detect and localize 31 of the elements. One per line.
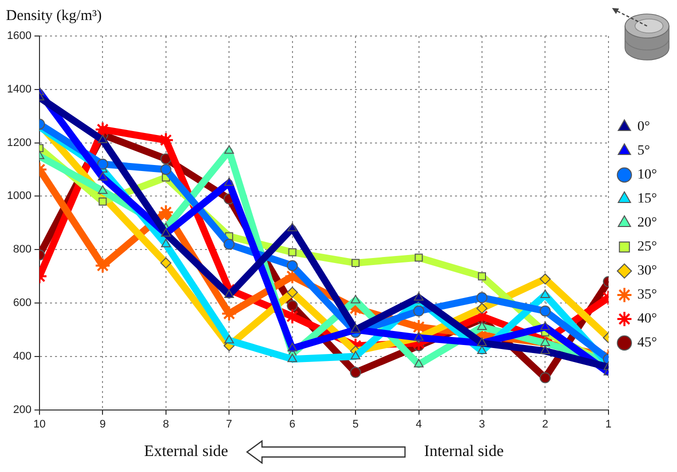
y-tick-label: 400 (13, 350, 32, 362)
x-tick-label: 4 (416, 418, 422, 430)
legend-label: 25° (637, 240, 658, 255)
y-tick-label: 1200 (6, 136, 32, 149)
legend-label: 30° (637, 264, 658, 279)
legend-label: 35° (637, 288, 658, 303)
x-tick-label: 5 (352, 418, 359, 430)
x-tick-label: 7 (226, 418, 232, 430)
x-tick-label: 9 (100, 418, 106, 430)
legend-label: 0° (637, 120, 650, 135)
legend-label: 10° (637, 168, 658, 183)
x-tick-label: 1 (605, 418, 612, 430)
legend-label: 45° (637, 336, 658, 351)
y-tick-label: 600 (13, 297, 32, 310)
text: External side (144, 443, 228, 461)
x-tick-label: 6 (289, 418, 296, 430)
y-axis-title: Density (kg/m³) (6, 8, 102, 25)
text: Internal side (424, 443, 504, 461)
legend-label: 40° (637, 312, 658, 327)
y-tick-label: 1000 (6, 190, 32, 202)
y-tick-label: 1400 (6, 83, 32, 96)
x-tick-label: 8 (162, 418, 169, 430)
y-tick-label: 1600 (6, 30, 32, 42)
x-tick-label: 10 (33, 418, 46, 430)
x-tick-label: 3 (478, 418, 486, 430)
y-tick-label: 800 (13, 244, 32, 256)
x-tick-label: 2 (542, 418, 548, 430)
legend-label: 5° (637, 144, 650, 159)
legend-label: 15° (637, 192, 658, 207)
legend-label: 20° (637, 216, 658, 231)
y-tick-label: 200 (13, 404, 32, 416)
